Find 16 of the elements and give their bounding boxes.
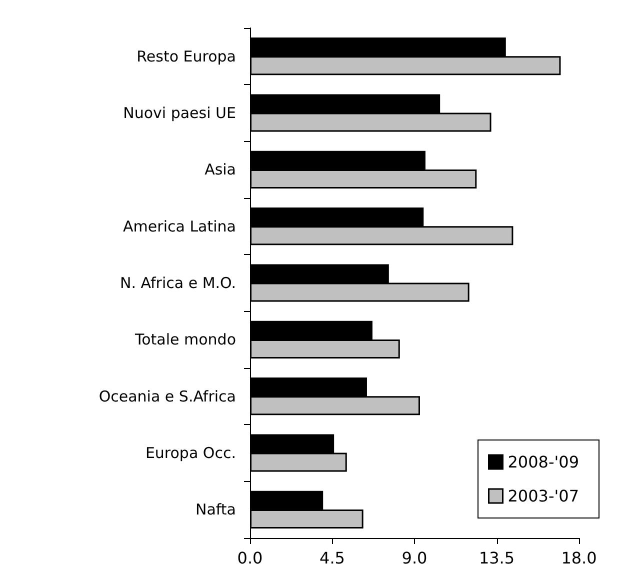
y-tick-label: Europa Occ. — [145, 444, 236, 462]
y-tick-label: Nuovi paesi UE — [123, 104, 236, 122]
y-tick-label: America Latina — [123, 217, 236, 236]
x-tick-label: 9.0 — [402, 548, 428, 568]
legend-label: 2008-'09 — [508, 452, 579, 472]
y-tick-label: Resto Europa — [136, 47, 236, 66]
x-tick-label: 13.5 — [478, 548, 515, 568]
x-tick-label: 18.0 — [561, 548, 597, 568]
y-tick-label: N. Africa e M.O. — [120, 274, 236, 292]
y-tick-label: Asia — [204, 160, 236, 179]
y-tick-label: Totale mondo — [134, 330, 236, 349]
x-tick-label: 4.5 — [320, 548, 345, 568]
x-tick-label: 0.0 — [237, 548, 263, 568]
y-tick-label: Nafta — [195, 500, 236, 519]
legend-label: 2003-'07 — [508, 486, 579, 506]
y-tick-label: Oceania e S.Africa — [98, 387, 236, 406]
